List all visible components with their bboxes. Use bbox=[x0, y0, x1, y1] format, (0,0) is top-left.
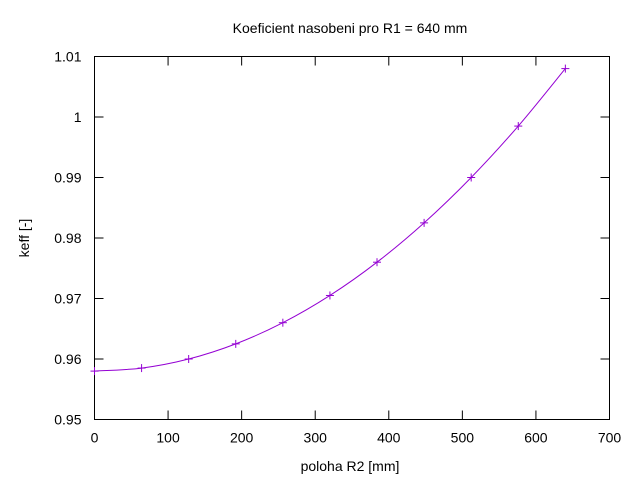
x-tick-label: 600 bbox=[524, 430, 548, 446]
data-point-marker bbox=[514, 122, 523, 131]
data-point-marker bbox=[184, 355, 193, 363]
x-tick-label: 500 bbox=[451, 430, 475, 446]
y-tick-label: 0.99 bbox=[54, 170, 81, 186]
y-tick-label: 0.95 bbox=[54, 412, 81, 428]
x-tick-label: 400 bbox=[377, 430, 401, 446]
data-point-marker bbox=[90, 367, 99, 376]
y-tick-label: 0.98 bbox=[54, 230, 81, 246]
data-point-marker bbox=[420, 218, 429, 227]
x-axis-title: poloha R2 [mm] bbox=[301, 458, 400, 474]
y-tick-label: 1 bbox=[74, 109, 82, 125]
y-tick-label: 0.96 bbox=[54, 351, 81, 367]
x-tick-label: 0 bbox=[91, 430, 99, 446]
chart-title: Koeficient nasobeni pro R1 = 640 mm bbox=[233, 20, 468, 36]
axis-ticks: 0 100 200 300 400 500 600 700 0.95 0.96 0.97 0.98 0.… bbox=[54, 49, 621, 446]
x-tick-label: 300 bbox=[304, 430, 328, 446]
data-point-marker bbox=[278, 318, 287, 327]
data-point-marker bbox=[231, 339, 240, 348]
data-point-marker bbox=[561, 64, 570, 73]
x-tick-label: 200 bbox=[230, 430, 254, 446]
x-tick-label: 700 bbox=[598, 430, 622, 446]
data-point-marker bbox=[467, 173, 476, 182]
series-line-group bbox=[94, 68, 566, 372]
y-tick-label: 1.01 bbox=[54, 49, 81, 65]
x-tick-label: 100 bbox=[156, 430, 180, 446]
y-tick-label: 0.97 bbox=[54, 291, 81, 307]
data-point-marker bbox=[137, 364, 146, 373]
data-point-marker bbox=[373, 258, 382, 267]
y-axis-title: keff [-] bbox=[16, 219, 32, 258]
plot-frame bbox=[94, 56, 610, 420]
data-point-marker bbox=[325, 291, 334, 300]
series-markers bbox=[90, 64, 570, 376]
series-line bbox=[94, 68, 566, 372]
